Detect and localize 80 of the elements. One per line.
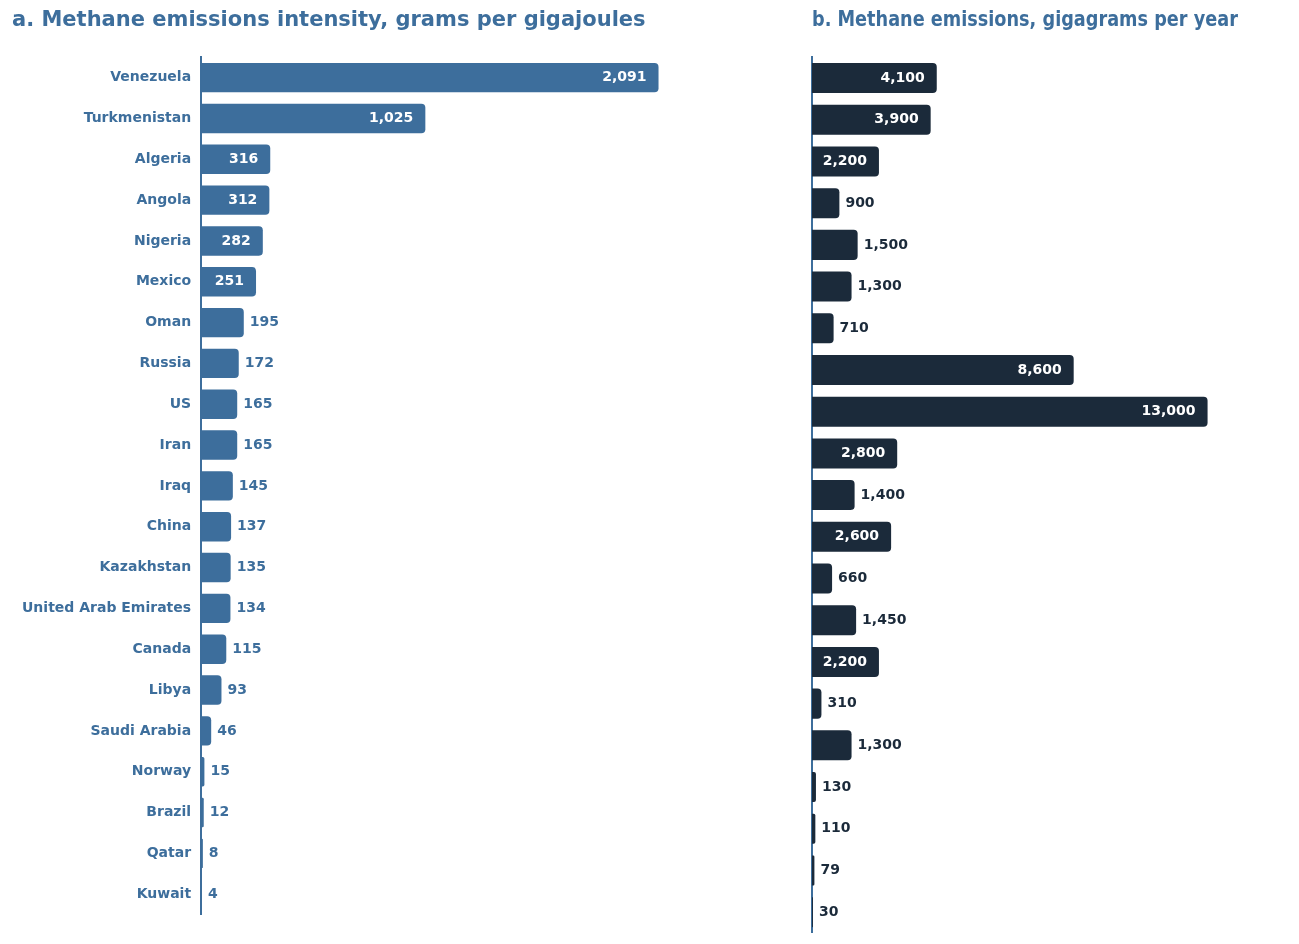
y-tick-label: Qatar bbox=[146, 844, 192, 860]
y-tick-label: Angola bbox=[136, 190, 192, 207]
data-label: 134 bbox=[236, 599, 266, 616]
data-label: 282 bbox=[221, 231, 251, 248]
data-label: 1,025 bbox=[369, 109, 414, 126]
data-label: 165 bbox=[243, 435, 273, 452]
y-tick-label: China bbox=[146, 517, 192, 534]
data-label: 110 bbox=[821, 819, 851, 836]
bar bbox=[812, 104, 931, 135]
bar bbox=[812, 563, 833, 594]
y-tick-label: Venezuela bbox=[110, 68, 192, 85]
data-label: 710 bbox=[839, 318, 870, 335]
data-label: 1,300 bbox=[857, 277, 903, 294]
y-tick-label: Iraq bbox=[159, 476, 192, 493]
y-tick-label: Canada bbox=[132, 639, 192, 656]
y-tick-label: Saudi Arabia bbox=[90, 721, 192, 738]
data-label: 30 bbox=[818, 902, 839, 919]
data-label: 46 bbox=[217, 721, 237, 738]
data-label: 195 bbox=[249, 313, 280, 330]
y-tick-label: Turkmenistan bbox=[83, 109, 192, 126]
data-label: 310 bbox=[827, 694, 857, 711]
y-tick-label: United Arab Emirates bbox=[22, 599, 192, 616]
data-label: 2,800 bbox=[840, 444, 886, 461]
data-label: 1,450 bbox=[862, 610, 907, 627]
data-label: 8,600 bbox=[1017, 360, 1062, 377]
bar bbox=[812, 188, 840, 219]
data-label: 251 bbox=[214, 272, 245, 289]
data-label: 2,600 bbox=[834, 527, 880, 544]
bar bbox=[812, 396, 1208, 427]
data-label: 165 bbox=[243, 394, 273, 411]
data-label: 130 bbox=[821, 777, 852, 794]
data-label: 316 bbox=[229, 149, 259, 166]
data-label: 115 bbox=[232, 639, 262, 656]
data-label: 1,500 bbox=[863, 235, 909, 252]
data-label: 4,100 bbox=[880, 68, 925, 85]
bar bbox=[812, 354, 1074, 385]
data-label: 1,300 bbox=[857, 735, 903, 752]
y-tick-label: Kuwait bbox=[136, 884, 192, 901]
bar bbox=[812, 271, 852, 302]
data-label: 145 bbox=[238, 476, 269, 493]
y-tick-label: Nigeria bbox=[133, 231, 192, 248]
bar bbox=[812, 605, 857, 636]
data-label: 4 bbox=[208, 884, 218, 901]
data-label: 12 bbox=[209, 803, 230, 820]
chart-title: b. Methane emissions, gigagrams per year bbox=[812, 6, 1239, 32]
bar bbox=[812, 813, 816, 844]
y-tick-label: Libya bbox=[148, 680, 192, 697]
y-tick-label: Norway bbox=[131, 762, 192, 779]
bar bbox=[812, 313, 834, 344]
data-label: 3,900 bbox=[874, 110, 919, 127]
data-label: 2,200 bbox=[822, 652, 868, 669]
bar bbox=[812, 772, 816, 803]
data-label: 660 bbox=[838, 569, 868, 586]
bar bbox=[812, 688, 822, 719]
chart-title: a. Methane emissions intensity, grams per gigajoules bbox=[12, 7, 646, 32]
data-label: 1,400 bbox=[860, 485, 906, 502]
data-label: 2,200 bbox=[822, 152, 868, 169]
bar bbox=[812, 480, 855, 511]
data-label: 900 bbox=[845, 193, 875, 210]
data-label: 15 bbox=[210, 762, 230, 779]
y-tick-label: Iran bbox=[159, 435, 192, 452]
bar bbox=[812, 229, 858, 260]
y-tick-label: Kazakhstan bbox=[99, 558, 192, 575]
data-label: 137 bbox=[237, 517, 267, 534]
data-label: 8 bbox=[208, 844, 219, 860]
data-label: 312 bbox=[228, 190, 258, 207]
y-tick-label: Algeria bbox=[134, 149, 192, 166]
data-label: 2,091 bbox=[602, 68, 647, 85]
data-label: 172 bbox=[244, 354, 274, 371]
bar bbox=[812, 63, 937, 94]
y-tick-label: US bbox=[169, 394, 192, 411]
data-label: 135 bbox=[236, 558, 266, 575]
y-tick-label: Russia bbox=[139, 354, 192, 371]
y-tick-label: Mexico bbox=[135, 272, 192, 289]
data-label: 13,000 bbox=[1141, 402, 1196, 419]
y-tick-label: Brazil bbox=[146, 803, 192, 820]
bar bbox=[812, 730, 852, 761]
data-label: 93 bbox=[227, 680, 247, 697]
data-label: 79 bbox=[820, 861, 840, 878]
y-tick-label: Oman bbox=[145, 313, 192, 330]
